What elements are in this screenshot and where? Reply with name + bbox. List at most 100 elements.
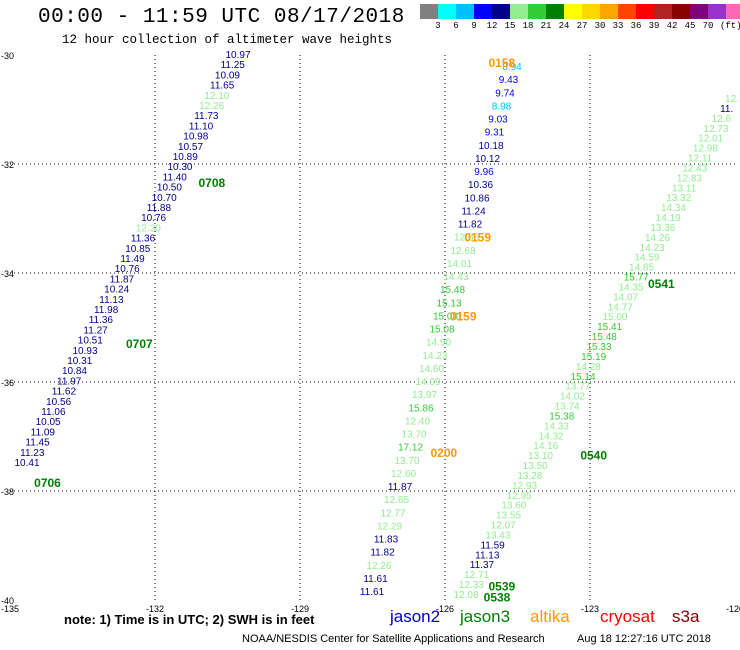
wave-height-value: 12.08	[453, 590, 478, 601]
wave-height-value: 11.98	[94, 305, 119, 316]
wave-height-value: 11.45	[25, 438, 50, 449]
legend-tick-label: 21	[540, 21, 552, 31]
pass-labels: 0158 0708 0159 0541 0159 0707 0200 0540 0706 0539…	[34, 56, 675, 604]
wave-height-value: 13.10	[528, 451, 553, 462]
legend-swatch	[546, 4, 564, 19]
wave-height-value: 10.36	[468, 180, 493, 191]
wave-height-value: 12.65	[384, 495, 409, 506]
lat-tick-label: -36	[1, 378, 14, 388]
legend-tick-label: 70	[702, 21, 714, 31]
wave-height-value: 9.31	[485, 128, 505, 139]
grid-lines	[10, 55, 735, 600]
wave-height-value: 12.26	[366, 561, 391, 572]
legend-swatch	[420, 4, 438, 19]
wave-height-value: 12.26	[199, 101, 224, 112]
wave-height-value: 11.82	[458, 220, 483, 231]
wave-height-value: 14.16	[533, 441, 558, 452]
wave-height-value: 14.85	[629, 263, 654, 274]
lon-tick-label: -126	[436, 604, 454, 614]
legend-swatch	[636, 4, 654, 19]
wave-height-value: 15.14	[571, 372, 596, 383]
wave-height-value: 15.08	[429, 325, 454, 336]
legend-swatch	[690, 4, 708, 19]
wave-height-value: 11.06	[41, 407, 66, 418]
wave-height-value: 12.11	[688, 154, 713, 165]
wave-height-value: 10.98	[183, 132, 208, 143]
lon-tick-label: -132	[146, 604, 164, 614]
wave-height-value: 8.94	[502, 62, 522, 73]
wave-height-value: 9.74	[495, 88, 515, 99]
lon-tick-label: -123	[581, 604, 599, 614]
legend-swatch	[510, 4, 528, 19]
wave-height-value: 10.76	[141, 213, 166, 224]
lat-tick-label: -34	[1, 269, 14, 279]
wave-height-value: 14.23	[422, 351, 447, 362]
wave-height-value: 11.59	[480, 540, 505, 551]
wave-height-value: 10.70	[152, 193, 177, 204]
page-subtitle: 12 hour collection of altimeter wave hei…	[62, 33, 393, 47]
wave-height-value: 12.40	[405, 416, 430, 427]
pass-time-label: 0159	[450, 310, 477, 324]
pass-time-label: 0159	[464, 231, 491, 245]
wave-height-value: 9.43	[499, 75, 519, 86]
wave-height-value: 10.84	[62, 366, 87, 377]
wave-height-value: 14.07	[613, 292, 638, 303]
wave-height-value: 12.01	[698, 134, 723, 145]
wave-height-value: 10.51	[78, 336, 103, 347]
wave-height-value: 14.59	[634, 253, 659, 264]
wave-height-value: 13.70	[394, 456, 419, 467]
wave-height-value: 13.60	[501, 501, 526, 512]
legend-swatch	[474, 4, 492, 19]
wave-height-value: 10.50	[157, 183, 182, 194]
wave-height-value: 13.36	[650, 223, 675, 234]
wave-height-value: 14.34	[661, 203, 686, 214]
wave-height-value: 14.23	[640, 243, 665, 254]
mission-label-jason2: jason2	[390, 607, 441, 626]
wave-height-value: 12.60	[391, 469, 416, 480]
pass-time-label: 0158	[489, 56, 516, 70]
wave-height-value: 14.77	[608, 302, 633, 313]
legend-tick-label: 12	[486, 21, 498, 31]
wave-height-value: 11.	[720, 104, 733, 115]
wave-height-value: 10.05	[36, 417, 61, 428]
pass-time-label: 0200	[431, 446, 458, 460]
wave-height-value: 11.87	[110, 274, 135, 285]
wave-height-value: 11.24	[461, 206, 486, 217]
legend-swatch	[564, 4, 582, 19]
wave-height-value: 11.13	[99, 295, 124, 306]
legend-tick-label: 15	[504, 21, 516, 31]
wave-height-value: 11.27	[83, 325, 108, 336]
wave-height-value: 10.57	[178, 142, 203, 153]
wave-height-value: 11.82	[370, 548, 395, 559]
wave-height-value: 14.43	[443, 272, 468, 283]
wave-height-value: 12.07	[491, 521, 516, 532]
wave-height-value: 11.09	[31, 427, 56, 438]
wave-height-value: 12.33	[459, 580, 484, 591]
wave-height-value: 12.6	[712, 114, 732, 125]
wave-height-value: 13.32	[666, 193, 691, 204]
pass-time-label: 0707	[126, 337, 153, 351]
lon-tick-label: -120	[726, 604, 740, 614]
wave-height-value: 12.29	[377, 521, 402, 532]
legend-swatch	[726, 4, 740, 19]
wave-height-value: 12.66	[454, 233, 479, 244]
axis-labels: -135 -132 -129 -126 -123 -120 -30 -32 -34 -36 -38 -…	[1, 51, 740, 614]
wave-height-value: 10.97	[225, 50, 250, 61]
legend-tick-label: 42	[666, 21, 678, 31]
wave-height-value: 10.85	[125, 244, 150, 255]
legend-tick-label: 6	[453, 21, 459, 31]
wave-height-value: 11.61	[363, 574, 388, 585]
lat-tick-label: -38	[1, 487, 14, 497]
lon-tick-label: -129	[291, 604, 309, 614]
wave-height-value: 13.70	[401, 430, 426, 441]
wave-height-value: 10.41	[14, 458, 39, 469]
legend-tick-label: 36	[630, 21, 642, 31]
wave-height-value: 8.98	[492, 101, 512, 112]
wave-height-value: 14.90	[426, 338, 451, 349]
wave-height-value: 11.36	[89, 315, 114, 326]
page-title: 00:00 - 11:59 UTC 08/17/2018	[38, 6, 405, 29]
wave-height-value: 15.38	[549, 411, 574, 422]
wave-height-value: 11.13	[475, 550, 500, 561]
